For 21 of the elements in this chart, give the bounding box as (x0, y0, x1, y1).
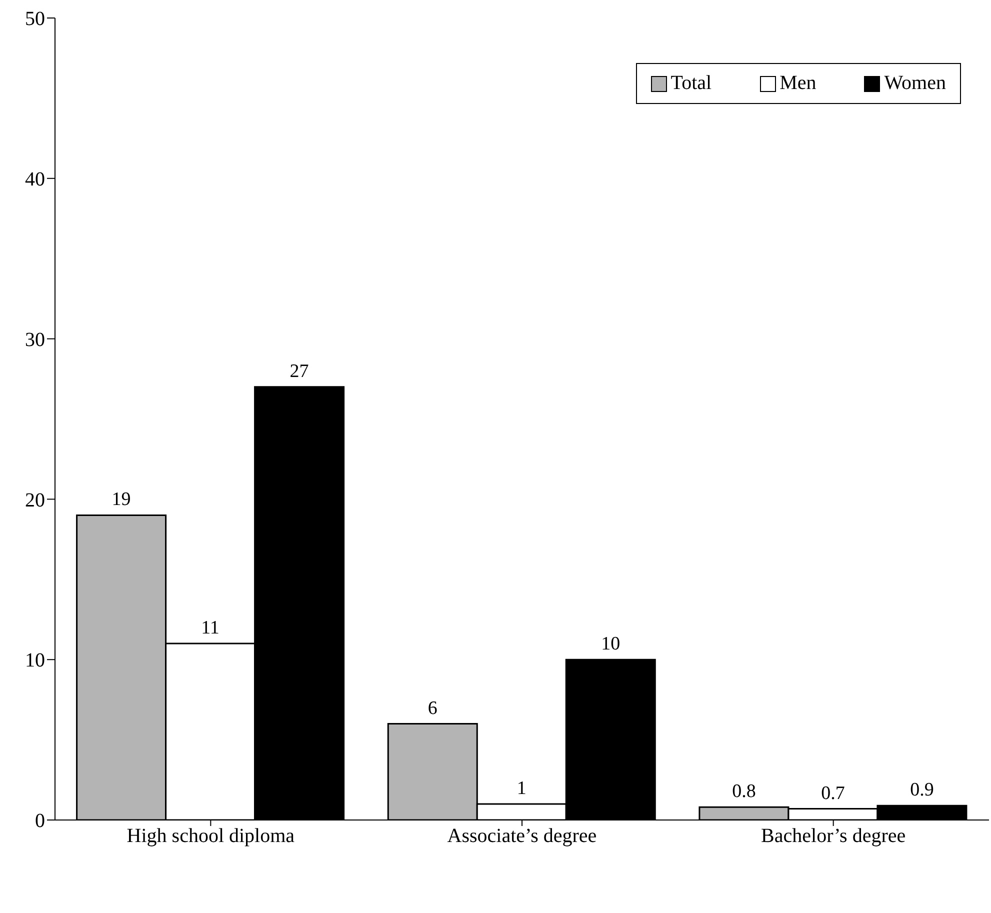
x-tick-label: High school diploma (126, 825, 295, 848)
y-tick-label: 40 (25, 168, 45, 190)
x-tick-label: Bachelor’s degree (761, 825, 906, 848)
legend-label: Men (780, 72, 816, 95)
data-label: 27 (290, 360, 309, 382)
y-tick-label: 30 (25, 328, 45, 351)
data-label: 10 (601, 634, 620, 655)
legend-label: Total (670, 72, 712, 95)
data-label: 0.7 (821, 782, 845, 804)
y-tick-label: 20 (25, 489, 45, 512)
data-label: 6 (428, 698, 438, 719)
data-label: 19 (112, 489, 131, 510)
y-tick-label: 50 (25, 8, 45, 30)
data-label: 0.8 (732, 781, 756, 802)
y-tick-label: 10 (25, 650, 45, 672)
data-label: 0.9 (910, 780, 934, 801)
legend-label: Women (884, 72, 946, 95)
data-label: 1 (516, 778, 526, 799)
data-label: 11 (201, 618, 220, 639)
x-tick-label: Associate’s degree (447, 825, 597, 848)
y-tick-label: 0 (35, 810, 45, 832)
